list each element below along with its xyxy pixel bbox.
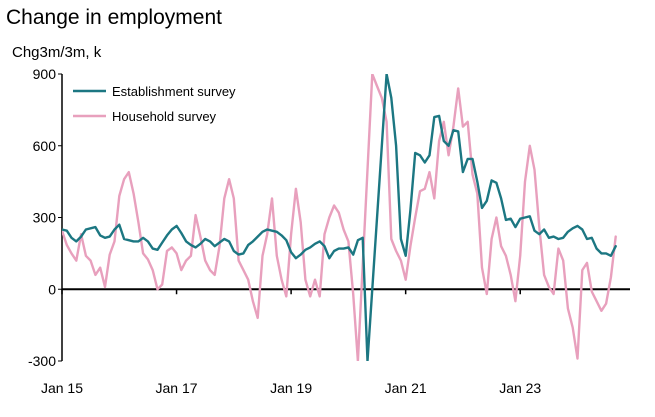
y-tick-label: 300 [33,210,57,226]
y-tick-label: -300 [28,353,56,369]
series-line-establishment-survey [62,74,617,361]
y-tick-label: 600 [33,138,57,154]
x-tick-label: Jan 15 [41,380,83,396]
series-layer [62,74,617,361]
legend-label: Establishment survey [112,84,236,99]
x-tick-label: Jan 21 [385,380,427,396]
y-tick-label: 900 [33,66,57,82]
chart-title: Change in employment [6,6,222,29]
series-line-household-survey [62,74,617,361]
x-tick-label: Jan 23 [499,380,541,396]
y-axis-unit-label: Chg3m/3m, k [12,44,102,61]
tick-labels: -300 0 300 600 900 Jan 15 Jan 17 Jan 19 Jan 21 Ja… [28,66,541,396]
legend-label: Household survey [112,109,217,124]
x-tick-label: Jan 17 [156,380,198,396]
x-tick-label: Jan 19 [270,380,312,396]
chart-legend: Establishment survey Household survey [73,84,236,124]
y-tick-label: 0 [48,281,56,297]
